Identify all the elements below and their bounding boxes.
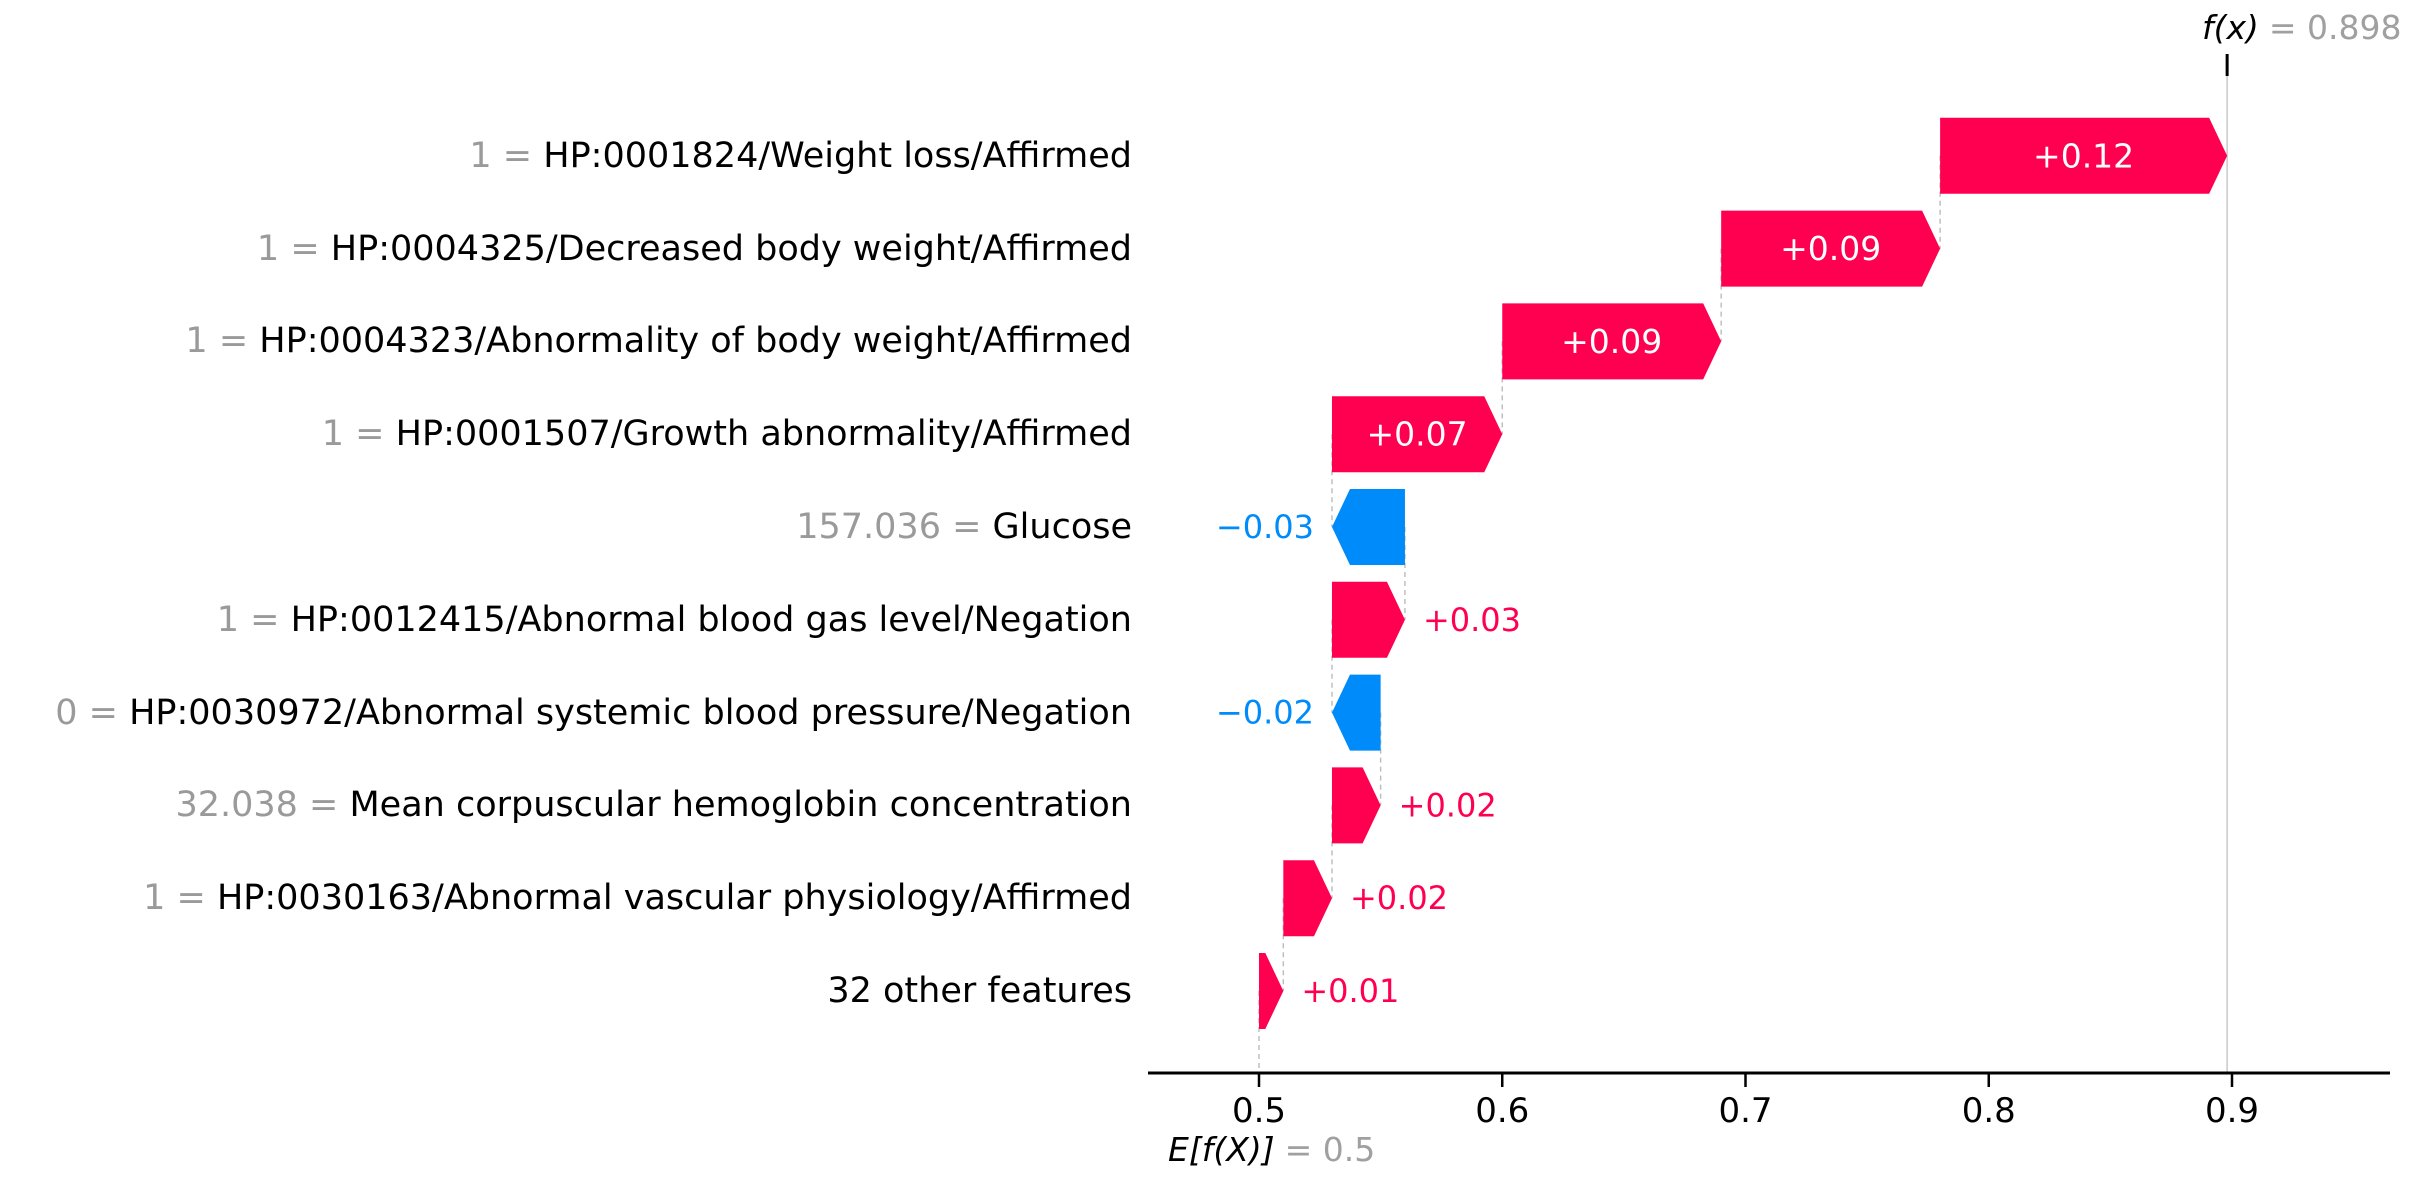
bar-value-label: +0.03 [1423,601,1521,639]
x-tick-label: 0.9 [2205,1091,2259,1131]
expected-value-symbol: E[f(X)] [1168,1130,1275,1169]
bar-value-label: +0.12 [2033,136,2134,175]
waterfall-bar-positive [1283,860,1332,937]
feature-value-prefix: 1 = [469,135,544,176]
feature-name: HP:0001507/Growth abnormality/Affirmed [395,414,1132,455]
feature-value-prefix: 1 = [216,599,291,640]
x-tick-label: 0.7 [1718,1091,1772,1131]
feature-label: 1 = HP:0004325/Decreased body weight/Aff… [257,225,1132,273]
waterfall-bar-positive [1331,396,1503,473]
feature-name: HP:0004323/Abnormality of body weight/Af… [259,321,1132,362]
bar-value-label: +0.09 [1780,229,1881,268]
waterfall-bar-positive [1331,581,1405,658]
waterfall-bar-positive [1331,767,1381,844]
feature-label: 32 other features [827,967,1132,1015]
feature-label: 1 = HP:0030163/Abnormal vascular physiol… [143,874,1132,922]
bar-value-label: +0.07 [1367,415,1468,454]
feature-name: 32 other features [827,971,1132,1011]
feature-label: 32.038 = Mean corpuscular hemoglobin con… [175,781,1132,829]
feature-label: 1 = HP:0012415/Abnormal blood gas level/… [217,596,1132,644]
feature-label: 0 = HP:0030972/Abnormal systemic blood p… [55,689,1132,737]
waterfall-bar-negative [1331,674,1381,751]
feature-name: Mean corpuscular hemoglobin concentratio… [349,785,1132,826]
x-tick-label: 0.5 [1232,1091,1286,1131]
expected-value-label: E[f(X)] = 0.5 [1168,1130,1375,1169]
feature-value-prefix: 32.038 = [175,785,350,826]
feature-label: 1 = HP:0001507/Growth abnormality/Affirm… [322,410,1132,458]
expected-value-number: = 0.5 [1284,1130,1376,1169]
feature-label: 1 = HP:0004323/Abnormality of body weigh… [185,317,1132,365]
waterfall-bar-positive [1940,117,2228,194]
bar-value-label: +0.01 [1301,972,1399,1010]
bar-value-label: +0.02 [1399,786,1497,824]
x-tick-label: 0.8 [1962,1091,2016,1131]
feature-name: Glucose [992,507,1132,547]
waterfall-bar-positive [1259,953,1284,1029]
feature-value-prefix: 1 = [185,321,260,362]
feature-name: HP:0030972/Abnormal systemic blood press… [129,692,1132,733]
feature-value-prefix: 1 = [321,414,396,455]
bar-value-label: −0.03 [1216,508,1314,546]
waterfall-bar-positive [1502,303,1722,380]
feature-value-prefix: 1 = [256,228,331,269]
waterfall-bar-positive [1721,210,1941,287]
feature-value-prefix: 157.036 = [796,507,993,547]
feature-name: HP:0001824/Weight loss/Affirmed [543,135,1132,176]
fx-title-symbol: f(x) [2202,8,2259,47]
waterfall-bar-negative [1331,489,1405,565]
bar-value-label: +0.09 [1561,322,1662,361]
bar-value-label: −0.02 [1216,694,1314,732]
fx-title: f(x) = 0.898 [2202,8,2402,47]
bar-value-label: +0.02 [1350,879,1448,917]
feature-value-prefix: 1 = [143,878,217,919]
feature-label: 1 = HP:0001824/Weight loss/Affirmed [469,132,1132,180]
feature-name: HP:0030163/Abnormal vascular physiology/… [216,878,1132,919]
feature-label: 157.036 = Glucose [796,503,1132,551]
x-tick-label: 0.6 [1475,1091,1529,1131]
feature-value-prefix: 0 = [55,692,130,733]
feature-name: HP:0012415/Abnormal blood gas level/Nega… [290,599,1132,640]
fx-title-value: = 0.898 [2268,8,2402,47]
feature-name: HP:0004325/Decreased body weight/Affirme… [330,228,1132,269]
